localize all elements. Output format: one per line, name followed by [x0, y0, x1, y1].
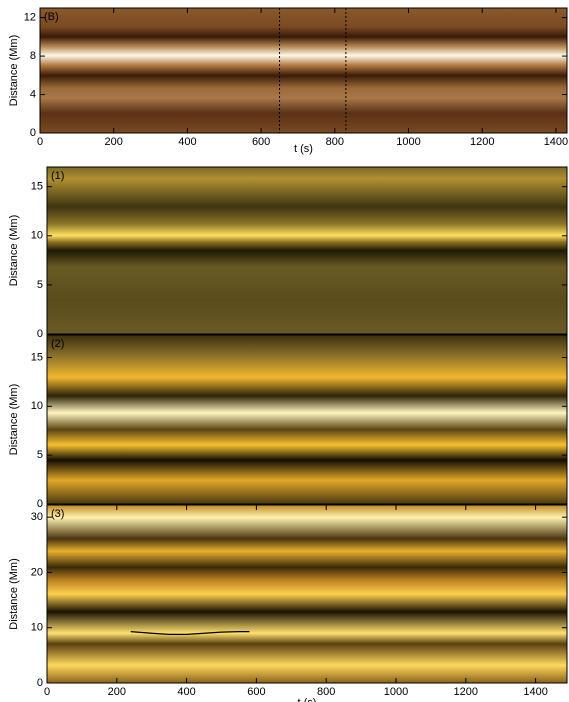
- y-tick-label: 10: [31, 622, 43, 634]
- panel-label: (3): [51, 508, 64, 520]
- y-tick-label: 8: [30, 50, 36, 62]
- y-tick-label: 15: [31, 181, 43, 193]
- image: [47, 505, 567, 683]
- panel-label: (2): [51, 338, 64, 350]
- y-axis-label: Distance (Mm): [8, 35, 20, 107]
- y-tick-label: 15: [31, 351, 43, 363]
- y-tick-label: 0: [37, 677, 43, 689]
- y-tick-label: 20: [31, 566, 43, 578]
- x-tick-label: 1000: [396, 136, 420, 148]
- x-tick-label: 600: [247, 686, 265, 698]
- x-tick-label: 200: [108, 686, 126, 698]
- x-axis-label: t (s): [294, 143, 313, 155]
- x-tick-label: 1000: [384, 686, 408, 698]
- y-tick-label: 10: [31, 400, 43, 412]
- y-tick-label: 0: [37, 328, 43, 340]
- x-axis-label: t (s): [298, 697, 317, 702]
- y-axis-label: Distance (Mm): [8, 384, 20, 456]
- y-tick-label: 5: [37, 449, 43, 461]
- x-tick-label: 0: [37, 136, 43, 148]
- y-tick-label: 12: [24, 12, 36, 24]
- x-tick-label: 600: [252, 136, 270, 148]
- x-tick-label: 200: [105, 136, 123, 148]
- y-tick-label: 5: [37, 279, 43, 291]
- panel-label: (1): [51, 170, 64, 182]
- image: [40, 8, 567, 133]
- x-tick-label: 800: [317, 686, 335, 698]
- x-tick-label: 400: [177, 686, 195, 698]
- image: [47, 335, 567, 504]
- y-tick-label: 0: [37, 498, 43, 510]
- x-tick-label: 400: [178, 136, 196, 148]
- x-tick-label: 1400: [523, 686, 547, 698]
- y-tick-label: 4: [30, 88, 36, 100]
- y-axis-label: Distance (Mm): [8, 215, 20, 287]
- x-tick-label: 1200: [470, 136, 494, 148]
- x-tick-label: 0: [44, 686, 50, 698]
- image: [47, 167, 567, 334]
- y-tick-label: 30: [31, 511, 43, 523]
- x-tick-label: 1200: [454, 686, 478, 698]
- x-tick-label: 800: [326, 136, 344, 148]
- panel-label: (B): [44, 11, 59, 23]
- figure: 048120200400600800100012001400(B)Distanc…: [0, 0, 569, 702]
- x-tick-label: 1400: [544, 136, 568, 148]
- y-tick-label: 10: [31, 230, 43, 242]
- y-axis-label: Distance (Mm): [8, 558, 20, 630]
- y-tick-label: 0: [30, 127, 36, 139]
